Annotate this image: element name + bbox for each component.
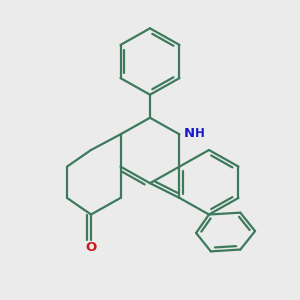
Text: O: O xyxy=(85,241,97,254)
Text: H: H xyxy=(194,127,204,140)
Text: N: N xyxy=(183,127,194,140)
